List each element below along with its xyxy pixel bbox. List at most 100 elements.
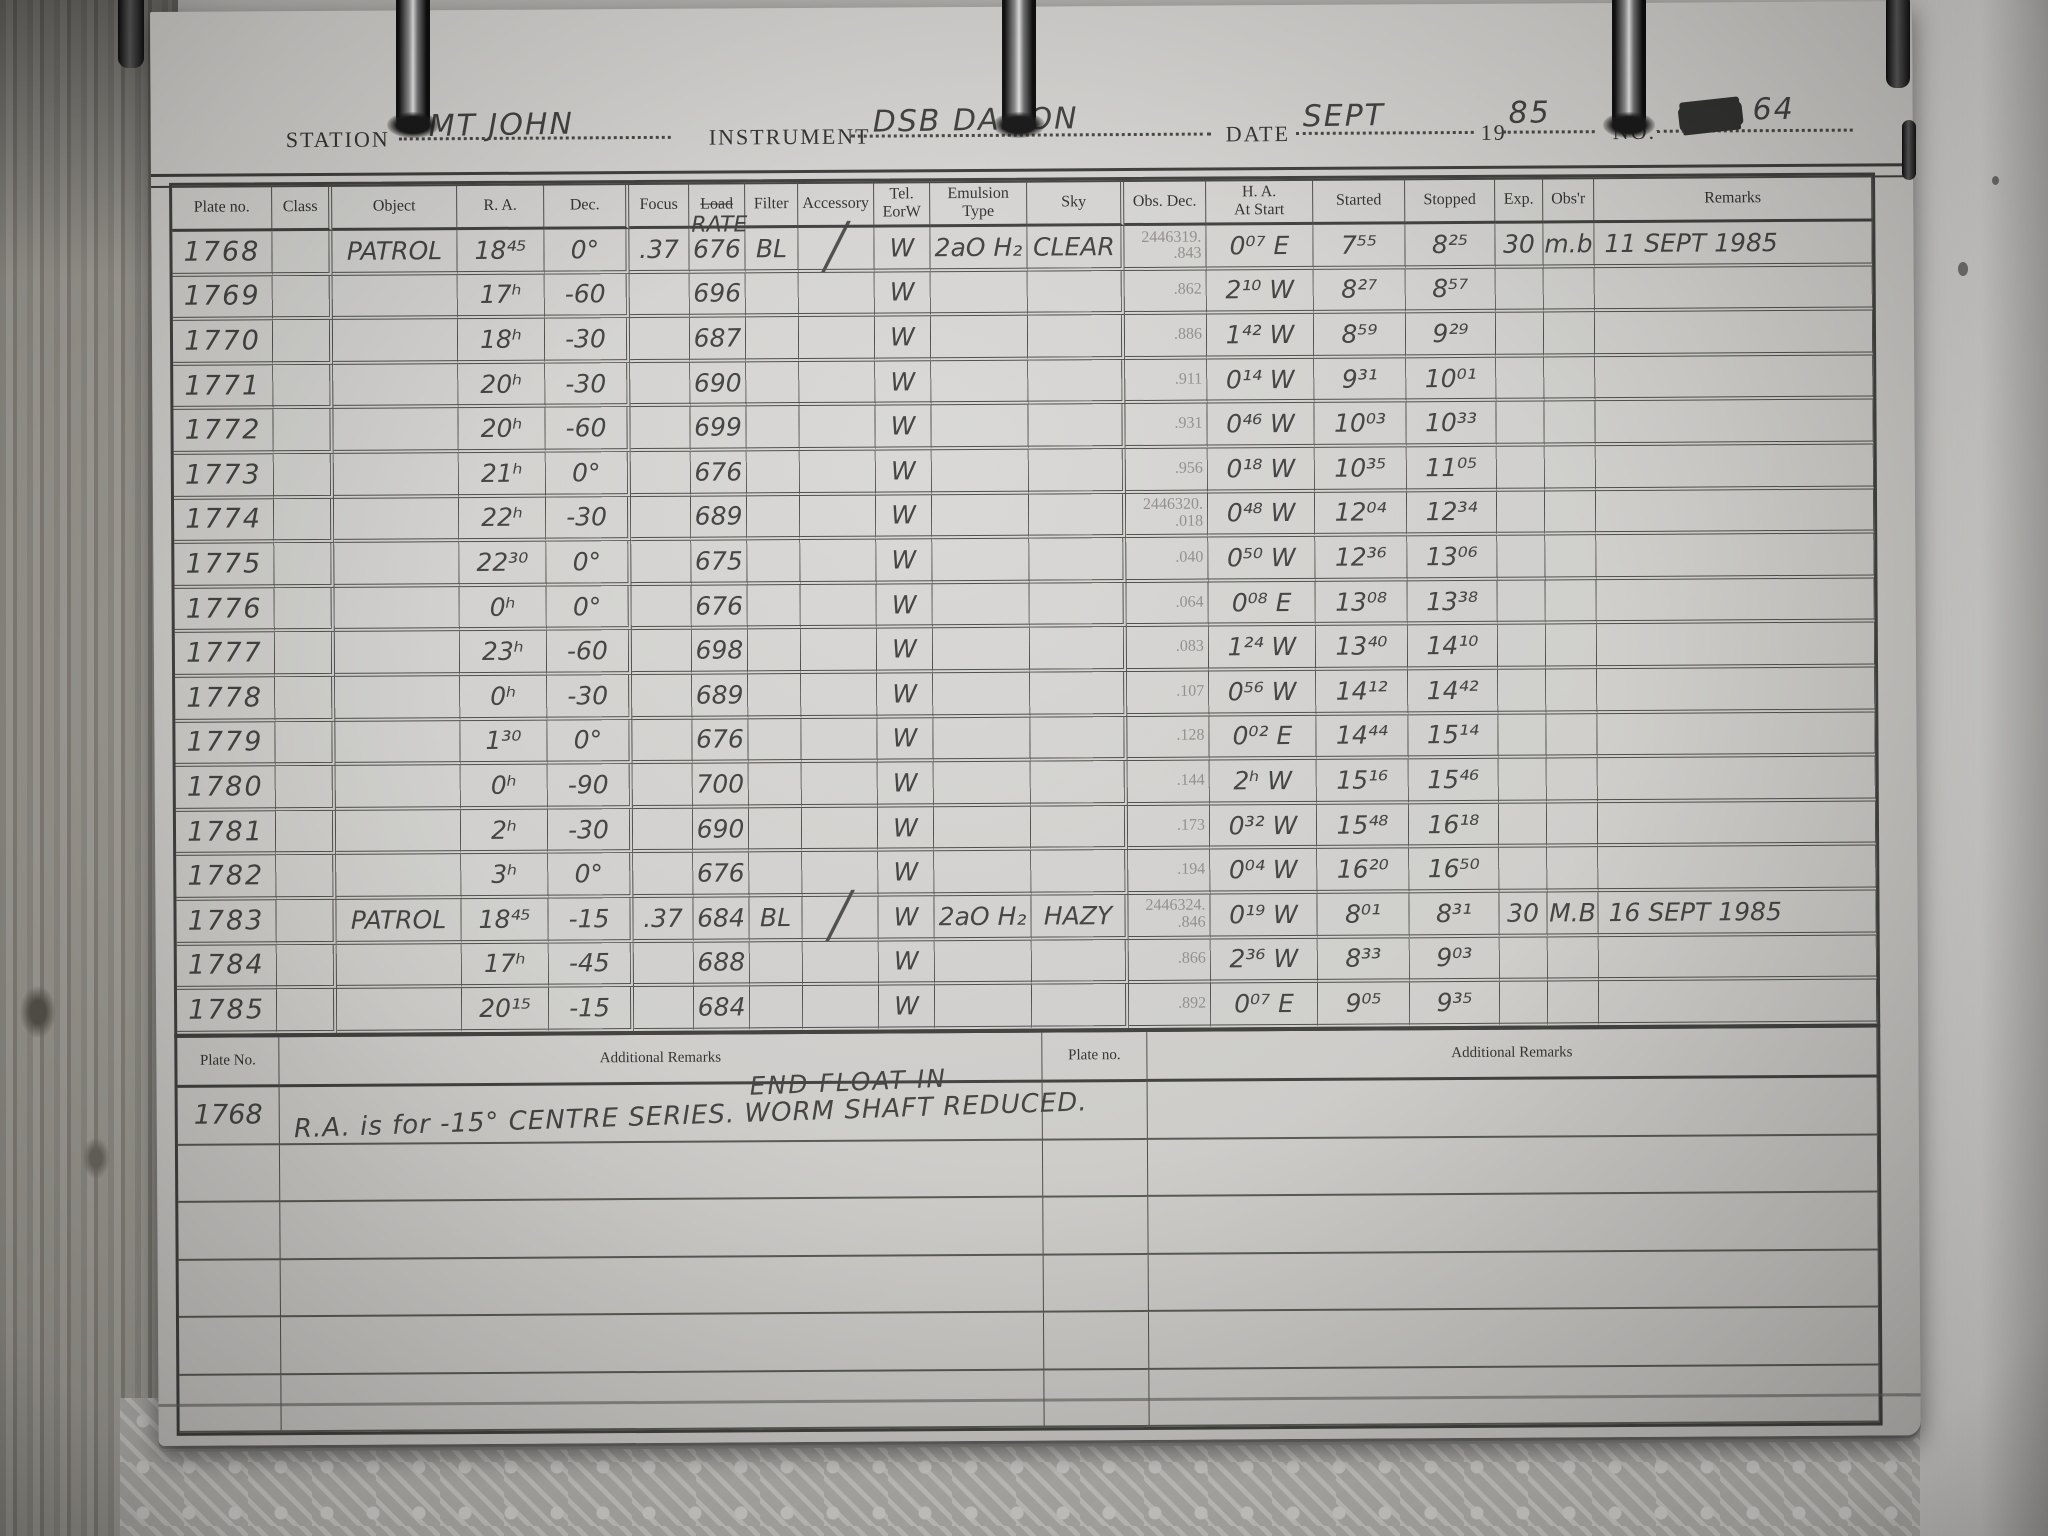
col-remarks: Remarks (1594, 175, 1873, 224)
cell-tel: W (878, 851, 935, 897)
cell-acc (802, 941, 879, 987)
addl-entry-remarks: END FLOAT IN R.A. is for -15° CENTRE SER… (279, 1064, 1088, 1145)
cell-focus (632, 763, 693, 809)
cell-ra: 0ʰ (459, 586, 547, 632)
cell-ha: 1²⁴ W (1208, 626, 1317, 672)
addl-empty-cell (1148, 1249, 1879, 1312)
addl-empty-cell (1043, 1196, 1149, 1256)
cell-remarks (1597, 801, 1877, 848)
cell-object (332, 319, 459, 365)
cell-stopped: 12³⁴ (1406, 491, 1498, 537)
addl-empty-cell (279, 1140, 1044, 1203)
cell-sky (1030, 671, 1128, 718)
addl-empty-cell (177, 1144, 281, 1203)
cell-load: 689 (690, 495, 748, 541)
cell-ra: 17ʰ (457, 274, 545, 320)
cell-ha: 0⁰⁸ E (1208, 581, 1316, 627)
cell-object (336, 988, 463, 1034)
cell-load: 690 (692, 808, 750, 854)
cell-object (333, 497, 460, 544)
cell-filter (746, 451, 800, 496)
cell-obsr (1544, 356, 1596, 402)
cell-sky (1029, 538, 1127, 584)
cell-emu (933, 672, 1031, 718)
instrument-label: INSTRUMENT (708, 123, 871, 150)
cell-focus (630, 496, 692, 542)
cell-dec: -30 (547, 808, 634, 854)
cell-obsr (1547, 847, 1599, 893)
cell-focus (632, 719, 693, 765)
cell-cls (272, 230, 333, 276)
addl-empty-cell (1147, 1077, 1878, 1140)
cell-started: 12³⁶ (1315, 536, 1408, 582)
cell-filter (746, 406, 800, 452)
binder-ring-left-edge (118, 0, 144, 68)
cell-load: 684 (693, 986, 751, 1032)
cell-plate: 1768 (172, 231, 273, 277)
instrument-value: DSB DAMON (872, 101, 1079, 140)
cell-load: 675 (691, 540, 748, 586)
cell-acc (801, 762, 878, 808)
cell-tel: W (877, 762, 934, 808)
cell-filter (748, 718, 802, 764)
cell-sky (1028, 359, 1126, 406)
cell-sky (1028, 404, 1126, 450)
cell-obsdec: .194 (1128, 849, 1211, 895)
col-obsr: Obs'r (1543, 177, 1595, 224)
cell-started: 10⁰³ (1314, 402, 1407, 448)
cell-cls (273, 453, 334, 499)
cell-sky (1030, 716, 1128, 762)
cell-ra: 17ʰ (461, 943, 549, 989)
cell-dec: -30 (545, 362, 631, 408)
col-sky: Sky (1027, 180, 1125, 227)
cell-obsr (1546, 713, 1598, 759)
cell-ha: 0⁰⁷ E (1206, 224, 1314, 271)
cell-obsdec: .892 (1128, 983, 1212, 1029)
cell-ha: 0⁴⁸ W (1207, 492, 1316, 538)
cell-plate: 1776 (174, 588, 275, 634)
cell-focus (633, 853, 694, 898)
cell-emu (932, 538, 1030, 584)
cell-tel: W (877, 673, 934, 719)
cell-focus (630, 362, 691, 408)
cell-ra: 23ʰ (459, 630, 548, 677)
cell-filter: BL (749, 896, 803, 942)
cell-object: PATROL (332, 230, 458, 276)
cell-acc (799, 361, 876, 407)
cell-ra: 20ʰ (458, 363, 546, 409)
log-sheet: STATION MT JOHN INSTRUMENT DSB DAMON DAT… (150, 1, 1921, 1446)
cell-emu (931, 405, 1029, 451)
cell-sky (1030, 805, 1129, 851)
cell-ra: 18⁴⁵ (461, 898, 549, 944)
cell-sky (1028, 449, 1126, 495)
cell-cls (274, 632, 336, 678)
addl-entry-plate: 1768 (177, 1087, 280, 1146)
cell-focus (631, 585, 692, 631)
cell-exp (1496, 491, 1546, 536)
cell-focus (633, 986, 695, 1032)
cell-obsr (1544, 490, 1597, 536)
cell-plate: 1784 (176, 944, 277, 990)
cell-filter (745, 272, 799, 318)
col-emulsion: Emulsion Type (930, 180, 1028, 228)
cell-acc: ╱ (798, 222, 875, 273)
cell-exp (1497, 535, 1546, 581)
cell-emu (933, 761, 1031, 807)
cell-acc (801, 673, 878, 719)
cell-obsdec: .173 (1127, 805, 1211, 851)
cell-focus (629, 273, 690, 319)
cell-acc: ╱ (802, 891, 879, 942)
addl-empty-cell (280, 1197, 1044, 1260)
cell-acc (802, 985, 880, 1031)
cell-plate: 1778 (175, 677, 276, 723)
cell-tel: W (876, 583, 933, 629)
cell-object (335, 765, 461, 811)
cell-object: PATROL (336, 899, 462, 945)
cell-ha: 0⁰⁷ E (1210, 982, 1319, 1029)
col-plate-no: Plate no. (172, 185, 273, 232)
cell-ha: 0⁰² E (1209, 715, 1317, 761)
col-tel: Tel. EorW (874, 181, 931, 228)
cell-plate: 1773 (173, 454, 274, 500)
cell-object (332, 274, 458, 321)
